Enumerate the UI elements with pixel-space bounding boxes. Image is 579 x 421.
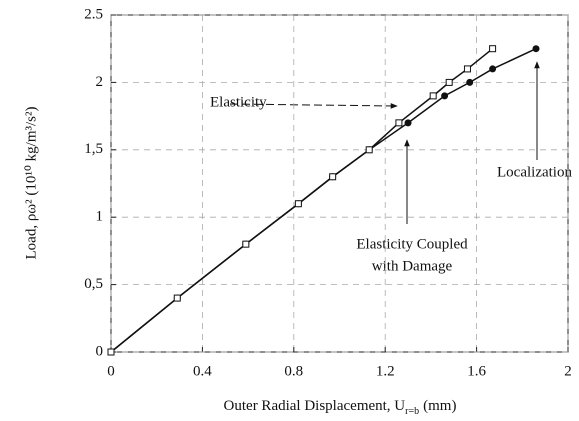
point [242, 240, 250, 248]
point [489, 45, 497, 53]
point [365, 146, 373, 154]
point [429, 92, 437, 100]
annotation: Localization [497, 164, 572, 180]
y-tick-label: 1,5 [84, 141, 103, 157]
point [441, 92, 449, 100]
point [445, 78, 453, 86]
x-label-sub: r=b [405, 406, 419, 417]
point [395, 119, 403, 127]
y-tick-label: 0 [96, 343, 104, 359]
x-label-unit: (mm) [423, 398, 456, 414]
point [107, 348, 115, 356]
point [173, 294, 181, 302]
x-tick-label: 2 [564, 363, 572, 379]
y-tick-label: 2.5 [84, 6, 103, 22]
annotation: Elasticity [210, 94, 267, 110]
x-tick-label: 1.6 [467, 363, 486, 379]
point [404, 119, 412, 127]
x-tick-label: 1.2 [376, 363, 395, 379]
annotation: with Damage [372, 258, 453, 274]
point [463, 65, 471, 73]
x-axis-label: Outer Radial Displacement, Ur=b (mm) [224, 398, 457, 417]
x-tick-label: 0 [107, 363, 115, 379]
y-tick-label: 1 [96, 209, 104, 225]
y-axis-label: Load, ρω² (10¹⁰ kg/m³/s²) [23, 106, 39, 259]
arrow [229, 103, 398, 109]
point [489, 65, 497, 73]
point [532, 45, 540, 53]
x-tick-label: 0.8 [284, 363, 303, 379]
y-tick-label: 2 [96, 74, 104, 90]
point [294, 200, 302, 208]
point [329, 173, 337, 181]
x-tick-label: 0.4 [193, 363, 212, 379]
y-tick-label: 0,5 [84, 276, 103, 292]
series-line [110, 48, 537, 353]
point [466, 78, 474, 86]
annotation: Elasticity Coupled [356, 236, 468, 252]
x-label-text: Outer Radial Displacement, U [224, 398, 406, 414]
